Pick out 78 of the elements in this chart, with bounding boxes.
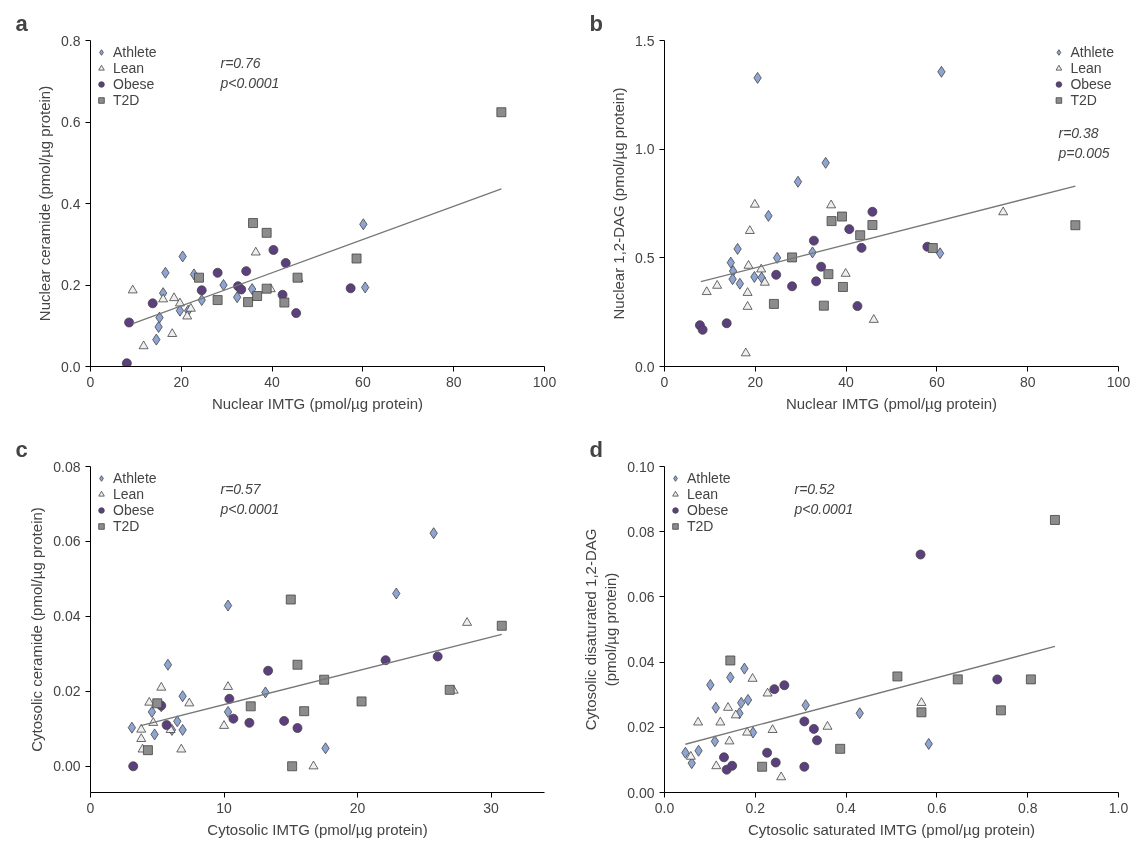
x-tick-label: 20 [173, 373, 190, 390]
annotation: r=0.52 [794, 480, 835, 497]
legend-label: Athlete [687, 470, 731, 486]
annotation: p<0.0001 [219, 74, 280, 91]
legend-label: Athlete [113, 470, 157, 486]
x-tick-label: 1.0 [1108, 799, 1129, 816]
x-tick-label: 10 [216, 799, 233, 816]
x-tick-label: 100 [532, 373, 557, 390]
x-tick-label: 0.8 [1017, 799, 1038, 816]
legend-label: Obese [113, 76, 155, 92]
legend-label: Athlete [113, 44, 157, 60]
y-tick-label: 1.5 [635, 32, 655, 49]
y-tick-label: 0.8 [61, 32, 81, 49]
y-axis-title: Cytosolic disaturated 1,2-DAG (pmol/µg protein) [581, 528, 620, 731]
legend-label: T2D [1070, 92, 1097, 108]
legend-label: Obese [1070, 76, 1112, 92]
y-tick-label: 0.00 [627, 784, 655, 801]
y-tick-label: 0.00 [53, 758, 81, 775]
x-tick-label: 0 [660, 373, 669, 390]
y-axis-title: Nuclear ceramide (pmol/µg protein) [36, 85, 54, 322]
y-tick-label: 0.08 [627, 523, 655, 540]
y-tick-label: 1.0 [635, 141, 655, 158]
x-axis-title: Nuclear IMTG (pmol/µg protein) [785, 394, 998, 412]
chart-title: d [589, 436, 603, 462]
annotation: r=0.57 [220, 480, 262, 497]
legend-label: Lean [113, 486, 145, 502]
x-tick-label: 60 [929, 373, 945, 390]
y-tick-label: 0.02 [627, 719, 655, 736]
x-tick-label: 60 [355, 373, 371, 390]
legend-label: Obese [687, 502, 729, 518]
x-tick-label: 100 [1106, 373, 1131, 390]
x-tick-label: 40 [838, 373, 855, 390]
y-tick-label: 0.6 [61, 114, 81, 130]
y-tick-label: 0.06 [53, 533, 81, 550]
x-axis-title: Nuclear IMTG (pmol/µg protein) [211, 394, 424, 412]
y-tick-label: 0.2 [61, 277, 81, 293]
x-tick-label: 80 [1019, 373, 1036, 390]
x-tick-label: 20 [349, 799, 366, 816]
annotation: p<0.0001 [793, 500, 854, 517]
legend-label: Athlete [1070, 44, 1114, 60]
legend-label: Lean [1070, 60, 1102, 76]
y-tick-label: 0.0 [61, 358, 81, 375]
x-tick-label: 0.2 [745, 799, 766, 816]
x-tick-label: 0.6 [927, 799, 947, 816]
y-tick-label: 0.4 [61, 195, 81, 212]
legend-label: Lean [113, 60, 145, 76]
y-tick-label: 0.06 [627, 588, 655, 605]
x-axis-title: Cytosolic IMTG (pmol/µg protein) [207, 820, 428, 838]
x-tick-label: 0 [86, 373, 95, 390]
legend-label: T2D [113, 92, 140, 108]
x-tick-label: 0 [86, 799, 95, 816]
annotation: p=0.005 [1057, 144, 1110, 161]
x-tick-label: 0.4 [836, 799, 857, 816]
annotation: p<0.0001 [219, 500, 280, 517]
y-axis-title: Nuclear 1,2-DAG (pmol/µg protein) [610, 87, 628, 320]
y-tick-label: 0.08 [53, 458, 81, 475]
chart-title: b [589, 10, 603, 36]
x-tick-label: 30 [483, 799, 500, 816]
x-tick-label: 0.0 [654, 799, 675, 816]
legend-label: Obese [113, 502, 155, 518]
legend-label: Lean [687, 486, 719, 502]
chart-title: c [15, 436, 28, 462]
y-tick-label: 0.04 [627, 654, 655, 671]
legend-label: T2D [687, 518, 714, 534]
chart-title: a [15, 10, 29, 36]
annotation: r=0.38 [1058, 124, 1099, 141]
y-tick-label: 0.04 [53, 608, 81, 625]
y-tick-label: 0.0 [635, 358, 655, 375]
annotation: r=0.76 [220, 54, 261, 71]
x-tick-label: 80 [445, 373, 462, 390]
y-tick-label: 0.10 [627, 458, 655, 475]
x-tick-label: 40 [264, 373, 281, 390]
x-axis-title: Cytosolic saturated IMTG (pmol/µg protein) [747, 820, 1036, 838]
y-tick-label: 0.5 [635, 249, 655, 266]
legend-label: T2D [113, 518, 140, 534]
y-tick-label: 0.02 [53, 683, 81, 700]
x-tick-label: 20 [747, 373, 764, 390]
y-axis-title: Cytosolic ceramide (pmol/µg protein) [28, 507, 46, 752]
